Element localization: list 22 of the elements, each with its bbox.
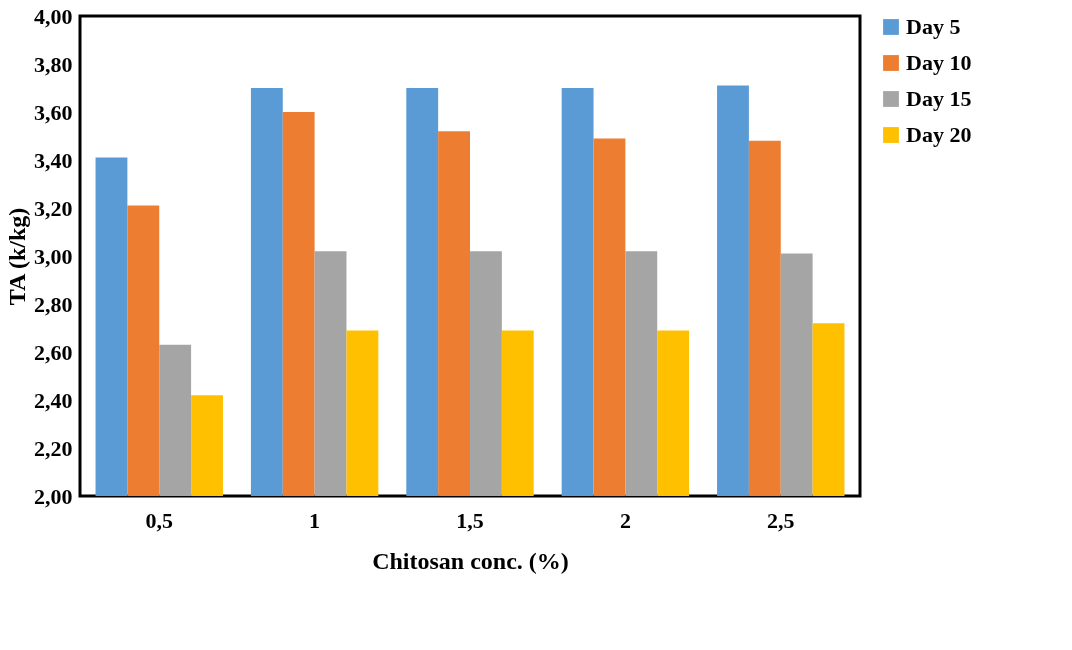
x-tick-label: 2,5 (767, 507, 795, 533)
legend-label: Day 10 (906, 50, 972, 75)
legend-label: Day 20 (906, 122, 972, 147)
y-tick-label: 3,40 (34, 147, 73, 173)
y-tick-label: 3,60 (34, 99, 73, 125)
y-tick-label: 2,80 (34, 291, 73, 317)
x-tick-label: 0,5 (145, 507, 173, 533)
y-tick-label: 4,00 (34, 3, 73, 29)
y-axis-title: TA (k/kg) (4, 207, 30, 306)
legend-label: Day 15 (906, 86, 972, 111)
y-tick-label: 3,80 (34, 51, 73, 77)
x-tick-label: 2 (619, 507, 631, 533)
y-tick-label: 2,60 (34, 339, 73, 365)
y-tick-label: 3,00 (34, 243, 73, 269)
y-tick-label: 2,20 (34, 435, 73, 461)
y-tick-label: 3,20 (34, 195, 73, 221)
x-tick-label: 1 (309, 507, 321, 533)
x-axis-title: Chitosan conc. (%) (372, 547, 569, 574)
x-tick-label: 1,5 (456, 507, 484, 533)
y-tick-label: 2,40 (34, 387, 73, 413)
y-tick-label: 2,00 (34, 483, 73, 509)
legend-label: Day 5 (906, 14, 961, 39)
